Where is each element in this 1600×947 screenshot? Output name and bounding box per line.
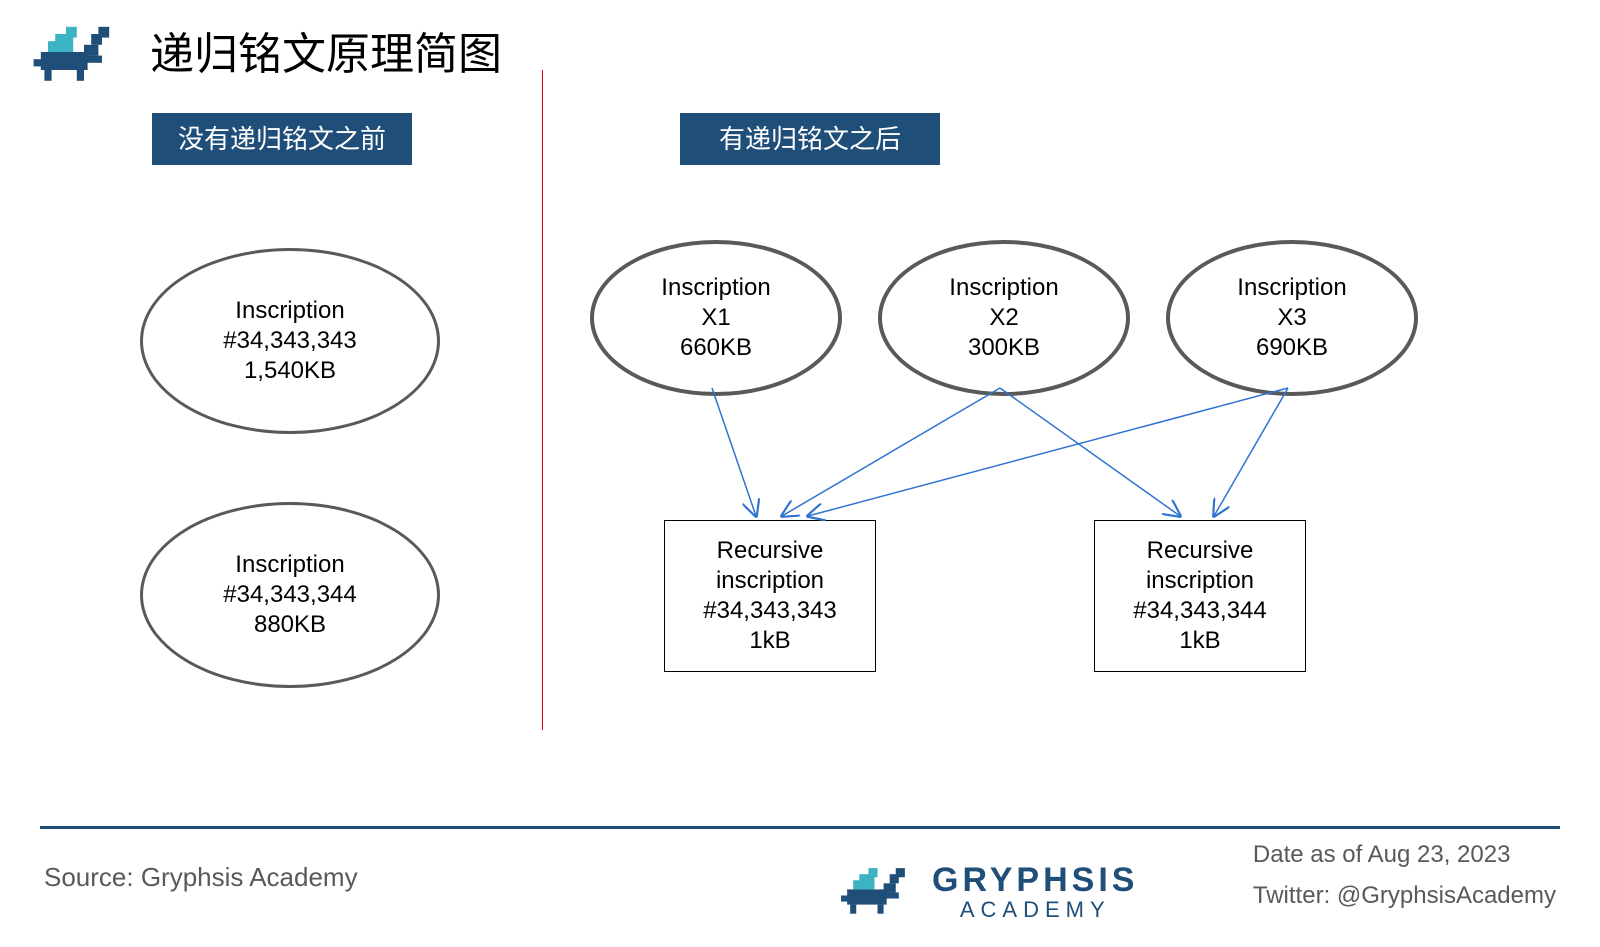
footer-source-label: Source: Gryphsis Academy [44, 862, 358, 892]
header-logo-icon [30, 16, 120, 93]
right-inscription-source-node: InscriptionX1660KB [590, 240, 842, 396]
node-text-line: 660KB [680, 333, 752, 363]
node-text-line: 1kB [1179, 626, 1220, 656]
dependency-arrow [712, 388, 756, 516]
footer-twitter: Twitter: @GryphsisAcademy [1253, 876, 1556, 917]
node-text-line: Inscription [949, 273, 1058, 303]
right-inscription-source-node: InscriptionX2300KB [878, 240, 1130, 396]
footer-brand: GRYPHSIS ACADEMY [838, 859, 1138, 925]
node-text-line: inscription [716, 566, 824, 596]
node-text-line: Recursive [717, 536, 824, 566]
footer-meta: Date as of Aug 23, 2023 Twitter: @Gryphs… [1253, 835, 1556, 917]
node-text-line: X1 [701, 303, 730, 333]
node-text-line: X3 [1277, 303, 1306, 333]
node-text-line: 1kB [749, 626, 790, 656]
node-text-line: 880KB [254, 610, 326, 640]
footer-source: Source: Gryphsis Academy [44, 862, 358, 893]
vertical-divider [542, 70, 544, 730]
node-text-line: Inscription [235, 296, 344, 326]
footer-brand-line2: ACADEMY [960, 898, 1111, 921]
footer-brand-text: GRYPHSIS ACADEMY [932, 863, 1138, 922]
node-text-line: 300KB [968, 333, 1040, 363]
page-title: 递归铭文原理简图 [150, 18, 502, 82]
dependency-arrow [782, 388, 1000, 516]
footer-logo-icon [838, 859, 914, 925]
footer-rule [40, 826, 1560, 829]
left-section-header: 没有递归铭文之前 [152, 113, 412, 165]
footer-date: Date as of Aug 23, 2023 [1253, 835, 1556, 876]
right-inscription-source-node: InscriptionX3690KB [1166, 240, 1418, 396]
node-text-line: Inscription [235, 550, 344, 580]
node-text-line: 1,540KB [244, 356, 336, 386]
node-text-line: 690KB [1256, 333, 1328, 363]
node-text-line: #34,343,343 [223, 326, 356, 356]
node-text-line: Inscription [661, 273, 770, 303]
right-section-header-label: 有递归铭文之后 [719, 124, 901, 154]
footer-brand-line1: GRYPHSIS [932, 863, 1138, 899]
node-text-line: inscription [1146, 566, 1254, 596]
node-text-line: Recursive [1147, 536, 1254, 566]
node-text-line: Inscription [1237, 273, 1346, 303]
left-section-header-label: 没有递归铭文之前 [178, 124, 386, 154]
right-section-header: 有递归铭文之后 [680, 113, 940, 165]
node-text-line: #34,343,344 [223, 580, 356, 610]
node-text-line: #34,343,344 [1133, 596, 1266, 626]
left-inscription-node: Inscription#34,343,3431,540KB [140, 248, 440, 434]
node-text-line: X2 [989, 303, 1018, 333]
dependency-arrow [1214, 388, 1288, 516]
node-text-line: #34,343,343 [703, 596, 836, 626]
recursive-inscription-node: Recursiveinscription#34,343,3431kB [664, 520, 876, 672]
dependency-arrow [1000, 388, 1180, 516]
left-inscription-node: Inscription#34,343,344880KB [140, 502, 440, 688]
recursive-inscription-node: Recursiveinscription#34,343,3441kB [1094, 520, 1306, 672]
dependency-arrow [808, 388, 1288, 516]
